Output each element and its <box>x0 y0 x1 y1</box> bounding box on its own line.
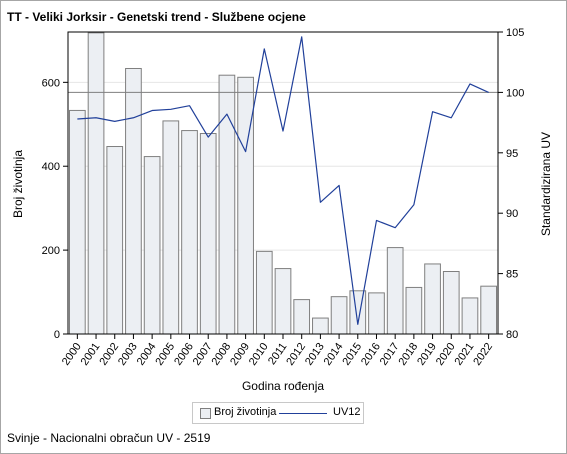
y-tick-label: 200 <box>42 245 60 257</box>
y-tick-label: 0 <box>54 329 60 341</box>
bar <box>274 268 292 335</box>
line-series <box>77 36 489 325</box>
y-axis-title: Broj životinja <box>11 150 25 218</box>
y2-tick-label: 90 <box>506 208 518 220</box>
chart-svg: 0 200 400 600 80 85 90 95 100 105 2000200120022003… <box>11 27 553 393</box>
bar <box>330 296 348 335</box>
bar <box>461 297 479 335</box>
x-tick-label: 2015 <box>340 341 364 368</box>
bar <box>293 299 311 335</box>
bar <box>69 109 86 335</box>
legend-line-label: UV12 <box>333 406 361 418</box>
bar <box>405 286 423 335</box>
x-tick-label: 2020 <box>434 341 458 368</box>
y2-tick-label: 85 <box>506 269 518 281</box>
y-tick-label: 600 <box>42 77 60 89</box>
legend-bar-label: Broj životinja <box>214 406 277 418</box>
bar <box>181 130 198 335</box>
bar <box>106 146 124 335</box>
x-tick-label: 2010 <box>247 341 271 368</box>
legend-bar-swatch <box>200 408 211 419</box>
bar <box>368 292 385 335</box>
bar <box>162 120 180 335</box>
y2-tick-label: 105 <box>506 27 524 39</box>
bar <box>237 76 254 335</box>
x-tick-label: 2012 <box>284 341 308 368</box>
x-tick-label: 2013 <box>303 341 327 368</box>
bar <box>442 271 460 335</box>
x-tick-label: 2006 <box>172 341 196 368</box>
x-tick-label: 2019 <box>415 341 439 368</box>
bar <box>312 317 329 335</box>
x-tick-label: 2005 <box>153 341 177 368</box>
y2-tick-label: 100 <box>506 87 524 99</box>
y2-tick-label: 80 <box>506 329 518 341</box>
chart-title: TT - Veliki Jorksir - Genetski trend - S… <box>7 10 306 24</box>
bar <box>87 32 105 335</box>
x-tick-label: 2014 <box>322 341 346 368</box>
x-tick-label: 2021 <box>453 341 477 368</box>
footnote: Svinje - Nacionalni obračun UV - 2519 <box>7 431 211 445</box>
x-tick-label: 2009 <box>228 341 252 368</box>
x-tick-label: 2022 <box>471 341 495 368</box>
x-tick-label: 2008 <box>209 341 233 368</box>
bar <box>386 247 404 335</box>
y2-tick-label: 95 <box>506 148 518 160</box>
bar <box>199 133 217 335</box>
x-tick-label: 2018 <box>396 341 420 368</box>
x-tick-label: 2017 <box>378 341 402 368</box>
bar <box>349 290 367 335</box>
bar <box>125 67 142 335</box>
x-tick-label: 2002 <box>97 341 121 368</box>
bar <box>480 285 497 335</box>
bar <box>255 250 273 335</box>
x-tick-label: 2000 <box>60 341 84 368</box>
x-tick-label: 2004 <box>135 341 159 368</box>
series-line-uv12 <box>77 36 489 325</box>
x-tick-label: 2016 <box>359 341 383 368</box>
legend-line-swatch <box>279 413 327 414</box>
x-axis-title: Godina rođenja <box>242 379 324 393</box>
x-tick-label: 2003 <box>116 341 140 368</box>
bar <box>143 156 161 335</box>
y-tick-label: 400 <box>42 161 60 173</box>
legend: Broj životinja UV12 <box>192 402 364 424</box>
bar <box>424 263 441 335</box>
y2-axis-title: Standardizirana UV <box>539 132 553 236</box>
x-tick-label: 2007 <box>191 341 215 368</box>
x-tick-label: 2001 <box>79 341 103 368</box>
bar-series <box>69 32 497 335</box>
